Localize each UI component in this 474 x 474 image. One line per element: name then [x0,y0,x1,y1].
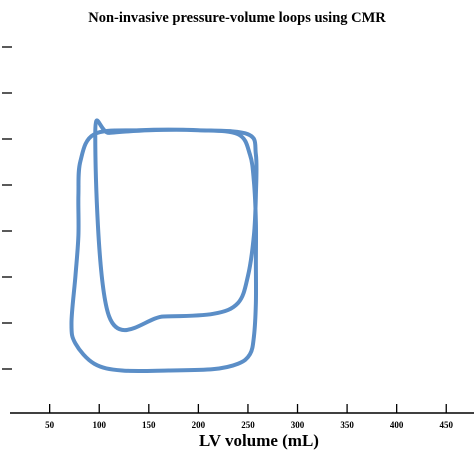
pressure-volume-loop [69,118,259,374]
x-tick-label: 450 [439,420,453,430]
x-tick-label: 400 [390,420,404,430]
x-tick-label: 350 [340,420,354,430]
x-axis-ticks: 50 100 150 200 250 300 350 400 450 [45,404,453,430]
x-tick-label: 50 [45,420,55,430]
x-tick-label: 200 [192,420,206,430]
x-axis-label: LV volume (mL) [199,431,319,450]
y-axis-ticks [2,46,12,370]
x-tick-label: 100 [92,420,106,430]
x-tick-label: 250 [241,420,255,430]
x-tick-label: 300 [291,420,305,430]
chart-title: Non-invasive pressure-volume loops using… [88,10,386,26]
x-tick-label: 150 [142,420,156,430]
